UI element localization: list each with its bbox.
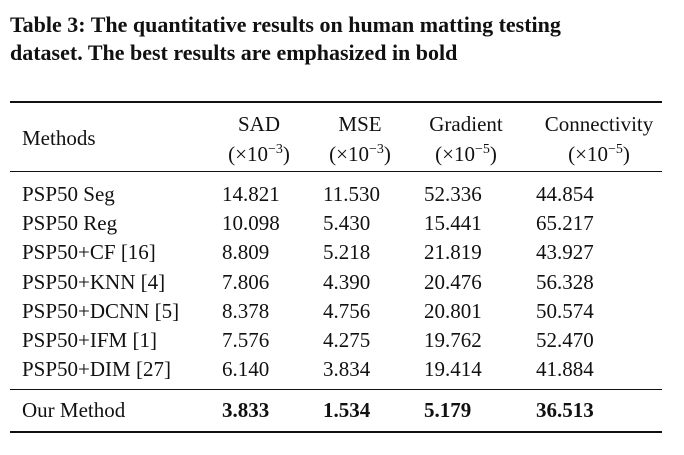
header-cell: SAD bbox=[237, 112, 281, 136]
value-cell: 5.218 bbox=[323, 240, 371, 265]
caption-line: dataset. The best results are emphasized… bbox=[10, 40, 458, 65]
header-cell: Connectivity bbox=[544, 112, 654, 136]
value-cell: 4.390 bbox=[323, 269, 371, 294]
value-cell: 20.476 bbox=[424, 269, 482, 294]
caption-line: Table 3: The quantitative results on hum… bbox=[10, 12, 561, 37]
value-cell: 19.414 bbox=[424, 357, 482, 382]
value-cell: 7.576 bbox=[222, 328, 270, 352]
bottom-rule bbox=[10, 431, 662, 433]
best-value-cell: 1.534 bbox=[323, 398, 371, 422]
value-cell: 56.328 bbox=[536, 269, 594, 294]
value-cell: 52.470 bbox=[536, 328, 594, 352]
unit-suffix: ) bbox=[489, 142, 497, 166]
header-cell: Methods bbox=[22, 126, 96, 150]
value-cell: 5.430 bbox=[323, 211, 371, 236]
value-cell: 11.530 bbox=[323, 182, 380, 206]
method-cell: PSP50+DCNN [5] bbox=[22, 298, 180, 323]
unit-suffix: ) bbox=[383, 142, 391, 166]
best-value-cell: 5.179 bbox=[424, 398, 472, 422]
header-cell: Gradient bbox=[429, 112, 503, 136]
value-cell: 50.574 bbox=[536, 298, 594, 323]
value-cell: 8.809 bbox=[222, 240, 270, 265]
method-cell: Our Method bbox=[22, 398, 126, 422]
unit-exponent: −3 bbox=[267, 142, 283, 157]
best-value-cell: 3.833 bbox=[222, 398, 270, 422]
method-cell: PSP50+CF [16] bbox=[22, 240, 156, 265]
best-value-cell: 36.513 bbox=[536, 398, 594, 422]
unit-exponent: −5 bbox=[474, 142, 490, 157]
value-cell: 4.275 bbox=[323, 328, 371, 352]
value-cell: 65.217 bbox=[536, 211, 594, 236]
unit-suffix: ) bbox=[622, 142, 630, 166]
value-cell: 41.884 bbox=[536, 357, 594, 382]
unit-prefix: (×10 bbox=[228, 142, 268, 166]
value-cell: 3.834 bbox=[323, 357, 371, 382]
value-cell: 10.098 bbox=[222, 211, 280, 236]
unit-suffix: ) bbox=[282, 142, 290, 166]
value-cell: 44.854 bbox=[536, 182, 594, 206]
method-cell: PSP50 Reg bbox=[22, 211, 118, 236]
unit-exponent: −3 bbox=[368, 142, 384, 157]
header-cell: MSE bbox=[338, 112, 382, 136]
unit-exponent: −5 bbox=[607, 142, 623, 157]
mid-rule bbox=[10, 389, 662, 390]
value-cell: 20.801 bbox=[424, 298, 482, 323]
value-cell: 4.756 bbox=[323, 298, 371, 323]
value-cell: 15.441 bbox=[424, 211, 482, 236]
unit-prefix: (×10 bbox=[329, 142, 369, 166]
value-cell: 19.762 bbox=[424, 328, 482, 352]
value-cell: 43.927 bbox=[536, 240, 594, 265]
header-unit: (×10−5) bbox=[568, 142, 630, 166]
unit-prefix: (×10 bbox=[435, 142, 475, 166]
top-rule bbox=[10, 101, 662, 103]
method-cell: PSP50+KNN [4] bbox=[22, 269, 166, 294]
value-cell: 8.378 bbox=[222, 298, 270, 323]
unit-prefix: (×10 bbox=[568, 142, 608, 166]
header-unit: (×10−3) bbox=[228, 142, 290, 166]
method-cell: PSP50+DIM [27] bbox=[22, 357, 171, 382]
value-cell: 14.821 bbox=[222, 182, 280, 206]
value-cell: 21.819 bbox=[424, 240, 482, 265]
mid-rule bbox=[10, 171, 662, 172]
method-cell: PSP50+IFM [1] bbox=[22, 328, 157, 352]
value-cell: 7.806 bbox=[222, 269, 270, 294]
value-cell: 6.140 bbox=[222, 357, 270, 382]
method-cell: PSP50 Seg bbox=[22, 182, 115, 206]
header-unit: (×10−3) bbox=[329, 142, 391, 166]
value-cell: 52.336 bbox=[424, 182, 482, 206]
header-unit: (×10−5) bbox=[435, 142, 497, 166]
